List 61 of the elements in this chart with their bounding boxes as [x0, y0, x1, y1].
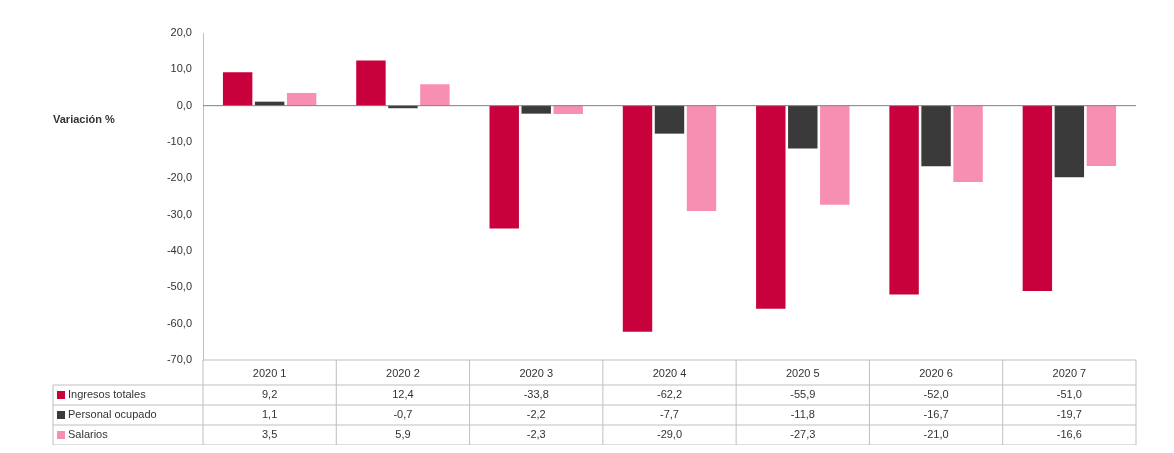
data-label: -2,2	[526, 408, 546, 421]
y-tick-label: -50,0	[166, 280, 192, 293]
bar	[953, 105, 983, 182]
bar	[756, 105, 786, 309]
x-tick-label: 2020 1	[252, 366, 287, 379]
legend-label: Salarios	[68, 428, 109, 441]
y-tick-label: 10,0	[170, 62, 192, 75]
y-tick-label: 20,0	[170, 26, 192, 39]
data-label: -27,3	[790, 428, 816, 441]
bar	[889, 105, 919, 295]
bar	[686, 105, 717, 212]
bar	[356, 60, 386, 106]
data-label: 9,2	[261, 388, 278, 401]
y-tick-label: -60,0	[166, 316, 192, 329]
bar	[1022, 105, 1053, 291]
data-label: -16,6	[1056, 428, 1082, 441]
data-label: -2,3	[526, 428, 546, 441]
bar	[654, 105, 685, 134]
data-label: -51,0	[1056, 388, 1082, 401]
bar	[921, 105, 951, 167]
data-label: -0,7	[393, 408, 413, 421]
y-tick-label: -40,0	[166, 244, 192, 257]
legend-label: Personal ocupado	[68, 408, 157, 421]
bar	[1054, 105, 1085, 178]
data-label: -16,7	[923, 408, 949, 421]
data-label: -29,0	[656, 428, 683, 441]
y-axis-title: Variación %	[53, 112, 115, 125]
data-label: -33,8	[523, 388, 549, 401]
y-tick-label: -20,0	[166, 171, 192, 184]
bar	[622, 105, 653, 332]
y-tick-label: -30,0	[166, 207, 192, 220]
data-label: -52,0	[923, 388, 949, 401]
bar	[1086, 105, 1117, 166]
data-label: 5,9	[395, 428, 411, 441]
data-label: -19,7	[1056, 408, 1082, 421]
x-tick-label: 2020 4	[652, 366, 687, 379]
y-tick-label: 0,0	[176, 98, 192, 111]
y-tick-label: -70,0	[166, 353, 192, 366]
data-label: -55,9	[790, 388, 816, 401]
legend-label: Ingresos totales	[68, 388, 147, 401]
data-label: -21,0	[923, 428, 949, 441]
x-tick-label: 2020 2	[386, 366, 420, 379]
bar	[788, 105, 818, 149]
data-label: -11,8	[790, 408, 815, 421]
x-tick-label: 2020 7	[1052, 366, 1087, 379]
data-label: 12,4	[392, 388, 414, 401]
bar	[521, 105, 551, 114]
y-tick-label: -10,0	[166, 135, 192, 148]
data-label: 1,1	[261, 408, 278, 421]
bar	[420, 84, 450, 106]
x-tick-label: 2020 3	[519, 366, 554, 379]
bar	[489, 105, 519, 229]
x-tick-label: 2020 6	[919, 366, 953, 379]
data-label: -7,7	[660, 408, 679, 421]
bar	[820, 105, 850, 205]
data-label: 3,5	[261, 428, 278, 441]
x-tick-label: 2020 5	[785, 366, 820, 379]
bar	[222, 72, 253, 106]
bar	[286, 92, 317, 106]
bar	[553, 105, 583, 115]
data-label: -62,2	[656, 388, 683, 401]
